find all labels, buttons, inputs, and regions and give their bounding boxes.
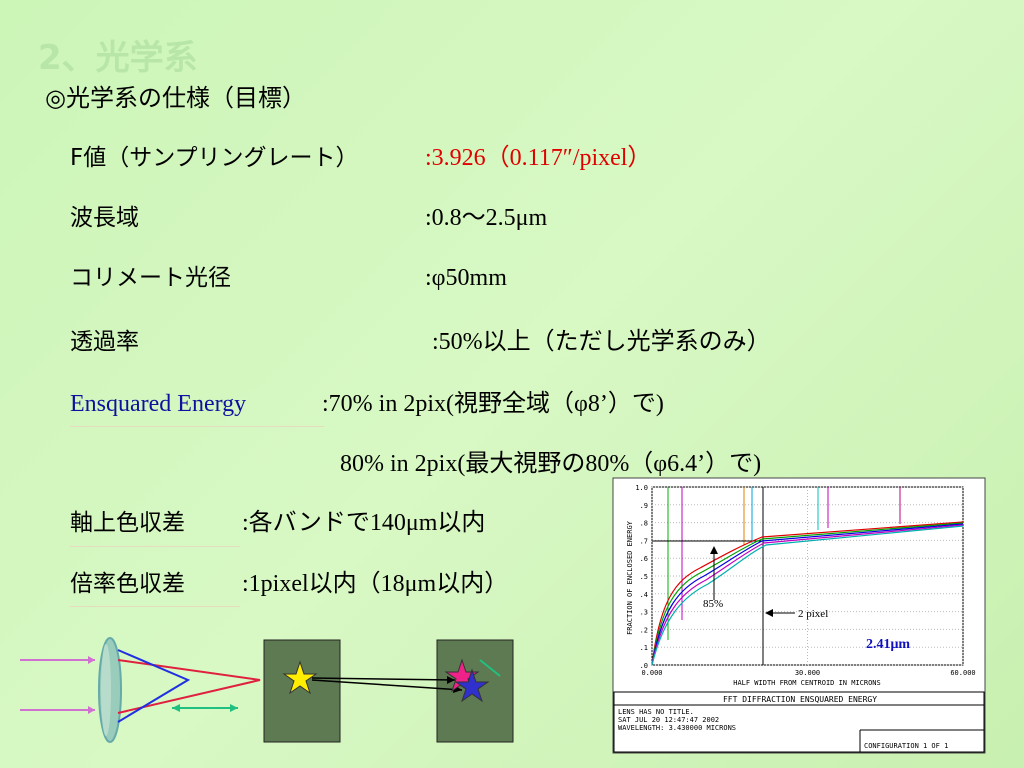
footer-config: CONFIGURATION 1 OF 1 xyxy=(864,742,948,750)
x-tick-label: 0.000 xyxy=(641,669,662,677)
y-tick-label: .6 xyxy=(640,555,648,563)
spec-label: 倍率色収差 xyxy=(70,571,185,597)
optics-diagram xyxy=(20,637,514,743)
annotation: 2 pixel xyxy=(798,608,828,620)
spec-value: :各バンドで140μm以内 xyxy=(242,510,486,536)
y-tick-label: .9 xyxy=(640,502,648,510)
y-tick-label: .8 xyxy=(640,520,648,528)
spec-value: :70% in 2pix(視野全域（φ8’）で) xyxy=(322,391,664,417)
annotation: 2.41μm xyxy=(866,637,910,652)
x-axis-label: HALF WIDTH FROM CENTROID IN MICRONS xyxy=(733,679,881,687)
y-tick-label: .7 xyxy=(640,537,648,545)
spec-label: Ensquared Energy xyxy=(70,391,247,417)
footer-title: FFT DIFFRACTION ENSQUARED ENERGY xyxy=(723,695,877,704)
y-tick-label: .2 xyxy=(640,626,648,634)
x-tick-label: 60.000 xyxy=(950,669,975,677)
spec-label: 透過率 xyxy=(70,329,139,355)
spec-value: 80% in 2pix(最大視野の80%（φ6.4’）で) xyxy=(340,451,762,477)
y-tick-label: .3 xyxy=(640,609,648,617)
spec-value: :50%以上（ただし光学系のみ） xyxy=(432,329,771,355)
spec-label: 波長域 xyxy=(70,205,139,231)
spec-label: コリメート光径 xyxy=(70,265,231,291)
footer-line: SAT JUL 20 12:47:47 2002 xyxy=(618,716,719,724)
footer-line: LENS HAS NO TITLE. xyxy=(618,708,694,716)
y-tick-label: .0 xyxy=(640,662,648,670)
plot-panel: 1.0 .9 .8 .7 .6 .5 .4 .3 .2 .1 .00.000 30.000 60.000… xyxy=(612,477,986,754)
y-tick-label: .4 xyxy=(640,591,648,599)
spec-value: :0.8〜2.5μm xyxy=(425,205,548,231)
spec-value: :φ50mm xyxy=(425,265,507,291)
subtitle: ◎光学系の仕様（目標） xyxy=(45,84,306,112)
spec-value: :1pixel以内（18μm以内） xyxy=(242,571,509,597)
x-tick-label: 30.000 xyxy=(795,669,820,677)
y-tick-label: 1.0 xyxy=(635,484,648,492)
slide-title: 2、光学系 xyxy=(38,38,198,78)
annotation: 85% xyxy=(703,598,723,610)
underline xyxy=(70,426,324,427)
y-tick-label: .1 xyxy=(640,644,648,652)
spec-label: F値（サンプリングレート） xyxy=(70,145,359,171)
y-axis-label: FRACTION OF ENCLOSED ENERGY xyxy=(626,520,634,635)
spec-label: 軸上色収差 xyxy=(70,510,185,536)
y-tick-label: .5 xyxy=(640,573,648,581)
underline xyxy=(70,606,240,607)
spec-value: :3.926（0.117″/pixel） xyxy=(425,145,652,171)
underline xyxy=(70,546,240,547)
footer-line: WAVELENGTH: 3.430000 MICRONS xyxy=(618,724,736,732)
